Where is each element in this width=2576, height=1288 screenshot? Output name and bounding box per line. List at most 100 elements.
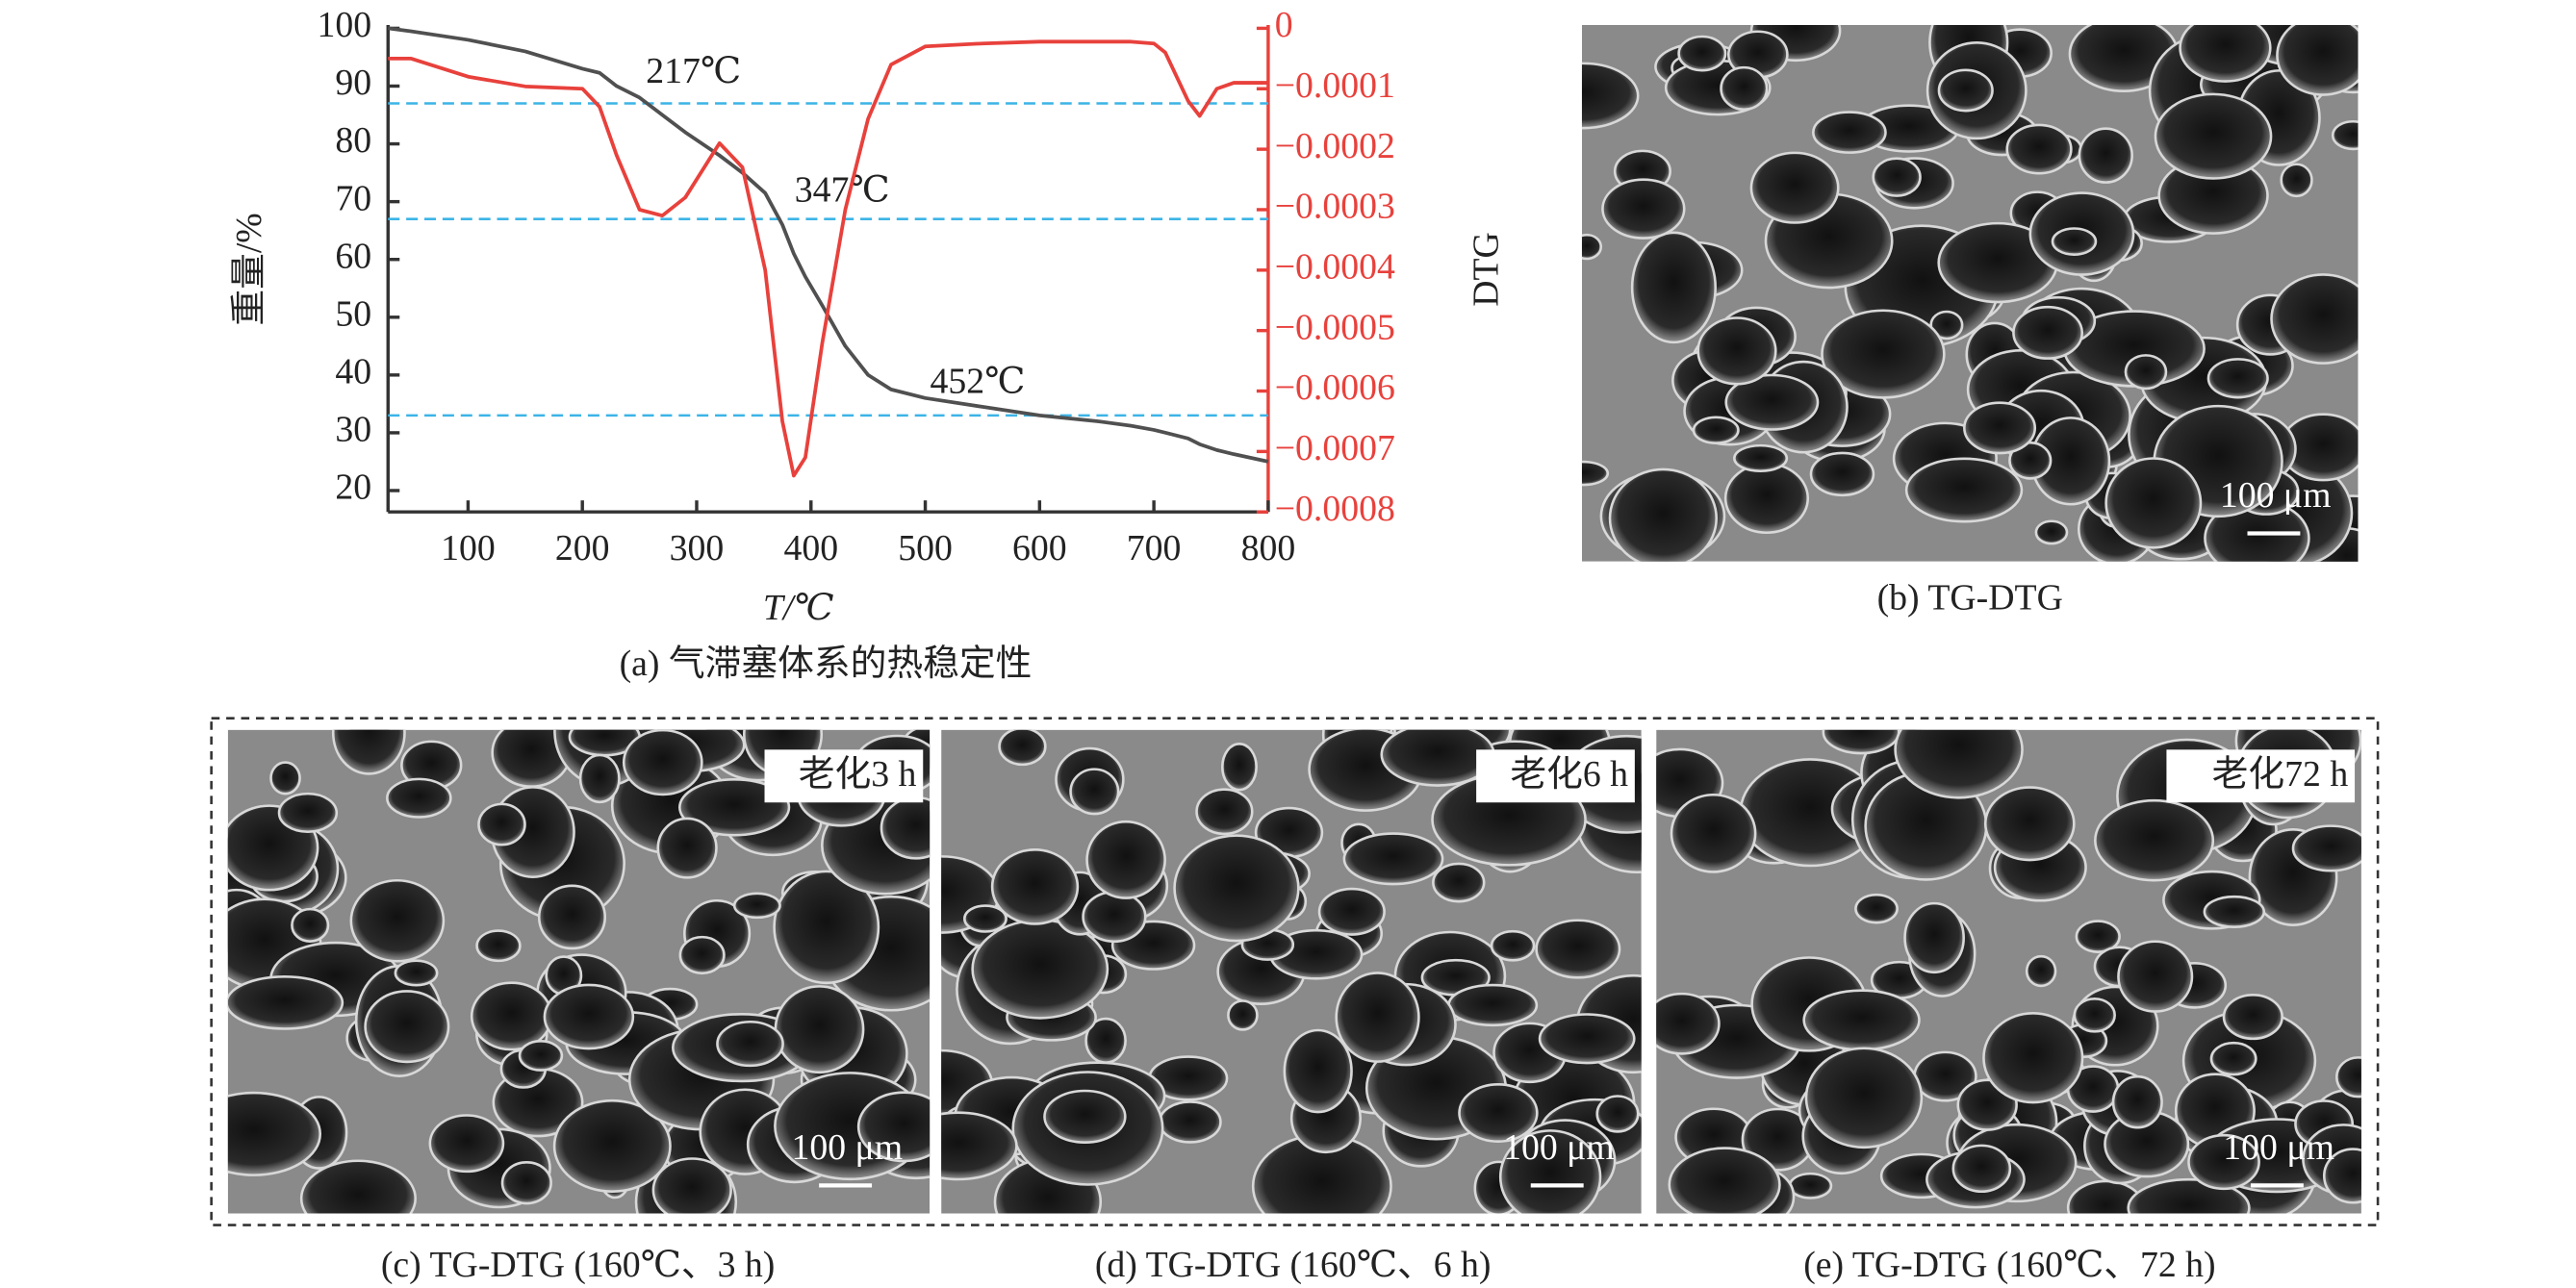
pore xyxy=(963,904,1007,933)
pore xyxy=(1812,111,1887,154)
pore xyxy=(1749,151,1840,224)
pore xyxy=(364,990,450,1064)
pore xyxy=(716,1020,784,1068)
x-tick-label: 500 xyxy=(898,528,953,568)
pore xyxy=(2203,895,2266,928)
images: 100 μm 100 μm 老化3 h 100 μm 老化6 h 100 μm 老化72 h xyxy=(227,24,2361,1214)
pore xyxy=(2209,1041,2257,1076)
y-tick-label: 90 xyxy=(335,63,371,103)
pore xyxy=(2276,24,2359,96)
panel-caption: (c) TG-DTG (160℃、3 h) xyxy=(381,1245,776,1285)
pore xyxy=(552,1099,672,1193)
pore xyxy=(2206,358,2269,399)
y-tick-label: 70 xyxy=(335,178,371,218)
pore xyxy=(1724,373,1820,431)
pore xyxy=(1581,62,1640,130)
sem-image xyxy=(1656,729,2361,1214)
pore xyxy=(2078,127,2133,184)
pore xyxy=(299,1159,417,1214)
pore xyxy=(2117,940,2194,1013)
y-tick-label: 60 xyxy=(335,236,371,276)
pore xyxy=(1788,1172,1833,1200)
y2-tick-label: −0.0002 xyxy=(1275,126,1395,166)
pore xyxy=(2291,824,2361,872)
pore xyxy=(1670,793,1757,873)
pore xyxy=(1733,443,1789,473)
pore xyxy=(1490,929,1536,962)
pore xyxy=(1082,890,1147,944)
image-label: 老化72 h xyxy=(2212,754,2349,795)
pore xyxy=(2034,519,2069,545)
pore xyxy=(1283,1028,1353,1114)
y-tick-label: 50 xyxy=(335,293,371,334)
pore xyxy=(1983,786,2076,862)
pore xyxy=(1069,768,1120,816)
pore xyxy=(2124,354,2168,391)
pore xyxy=(856,1091,931,1163)
x-tick-label: 100 xyxy=(441,528,496,568)
pore xyxy=(394,959,439,987)
image-label: 老化6 h xyxy=(1510,754,1628,795)
y-tick-label: 40 xyxy=(335,352,371,392)
pore xyxy=(1903,901,1965,974)
x-tick-label: 400 xyxy=(783,528,838,568)
pore xyxy=(656,817,718,879)
y2-tick-label: −0.0008 xyxy=(1275,489,1395,529)
image-label: 老化3 h xyxy=(799,754,917,795)
sem-image xyxy=(1581,24,2359,562)
y2-tick-label: −0.0003 xyxy=(1275,187,1395,227)
pore xyxy=(2075,920,2121,953)
pore xyxy=(227,1091,321,1176)
pore xyxy=(2012,305,2084,360)
pore xyxy=(1692,416,1740,444)
pore xyxy=(1668,1147,1781,1214)
pore xyxy=(1872,157,1922,197)
pore xyxy=(732,892,781,920)
pore xyxy=(773,870,880,985)
pore xyxy=(1335,972,1420,1063)
pore xyxy=(386,777,452,819)
annotation: 452℃ xyxy=(930,362,1025,402)
pore xyxy=(998,729,1047,767)
pore xyxy=(1432,862,1486,903)
pore xyxy=(1963,401,2037,455)
pore xyxy=(1608,467,1718,562)
pore xyxy=(1043,1089,1127,1145)
annotation: 217℃ xyxy=(646,51,741,91)
pore xyxy=(477,802,526,846)
pore xyxy=(1809,451,1875,497)
annotation: 347℃ xyxy=(795,170,890,211)
y2-tick-label: −0.0006 xyxy=(1275,367,1395,408)
pore xyxy=(1630,231,1717,344)
pore xyxy=(277,792,339,834)
pore xyxy=(578,753,621,804)
pore xyxy=(1821,309,1946,399)
pore xyxy=(880,796,931,860)
pore xyxy=(2270,273,2359,365)
pore xyxy=(518,1040,564,1072)
y2-axis-label: DTG xyxy=(1467,232,1507,307)
pore xyxy=(537,884,607,950)
y-tick-label: 30 xyxy=(335,410,371,450)
pore xyxy=(269,761,301,796)
pore xyxy=(678,778,791,837)
data-line xyxy=(388,26,1269,464)
pore xyxy=(1854,893,1899,924)
y-tick-label: 100 xyxy=(317,5,371,45)
x-tick-label: 300 xyxy=(670,528,725,568)
panel-caption: (d) TG-DTG (160℃、6 h) xyxy=(1095,1245,1492,1285)
pore xyxy=(1195,788,1254,836)
pore xyxy=(2280,163,2313,198)
x-axis-label: T/℃ xyxy=(763,588,834,628)
pore xyxy=(1535,919,1621,979)
pore xyxy=(1458,1083,1539,1143)
pore xyxy=(651,1157,732,1214)
x-tick-label: 800 xyxy=(1241,528,1296,568)
y2-tick-label: −0.0007 xyxy=(1275,428,1395,468)
label-box xyxy=(2166,749,2356,803)
pore xyxy=(1581,460,1610,487)
pore xyxy=(470,981,553,1051)
pore xyxy=(2187,1133,2260,1191)
